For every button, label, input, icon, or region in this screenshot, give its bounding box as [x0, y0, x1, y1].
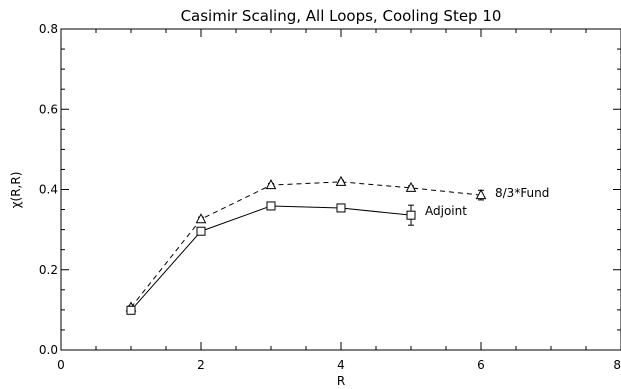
y-tick-label: 0.8: [39, 22, 58, 36]
series-label: 8/3*Fund: [495, 186, 549, 200]
data-point-square: [196, 226, 206, 236]
series-fund: 8/3*Fund: [125, 175, 549, 312]
series-layer: 8/3*Fund Adjoint: [125, 175, 549, 315]
data-point-triangle: [265, 179, 277, 190]
data-point-square: [126, 305, 136, 315]
chart-title: Casimir Scaling, All Loops, Cooling Step…: [181, 7, 502, 25]
data-point-triangle: [335, 175, 347, 186]
series-label: Adjoint: [425, 204, 467, 218]
x-tick-label: 6: [477, 358, 485, 372]
y-axis-label: χ(R,R): [9, 172, 23, 209]
y-tick-label: 0.6: [39, 102, 58, 116]
x-tick-label: 4: [337, 358, 345, 372]
y-tick-label: 0.2: [39, 263, 58, 277]
data-point-square: [336, 203, 346, 213]
x-tick-label: 8: [613, 358, 621, 372]
x-axis-label: R: [337, 374, 345, 385]
data-point-square: [266, 201, 276, 211]
data-point-triangle: [405, 181, 417, 192]
x-tick-label: 0: [57, 358, 65, 372]
series-line: [130, 205, 412, 311]
x-axis: 0 2 4 6 8: [57, 29, 621, 372]
y-tick-label: 0.4: [39, 183, 58, 197]
data-point-triangle: [475, 189, 487, 200]
data-point-square: [406, 210, 416, 220]
series-line: [130, 181, 482, 308]
data-point-triangle: [195, 213, 207, 224]
x-tick-label: 2: [197, 358, 205, 372]
series-adjoint: Adjoint: [126, 201, 467, 315]
y-tick-label: 0.0: [39, 343, 58, 357]
y-axis: 0.0 0.2 0.4 0.6 0.8: [39, 22, 621, 357]
